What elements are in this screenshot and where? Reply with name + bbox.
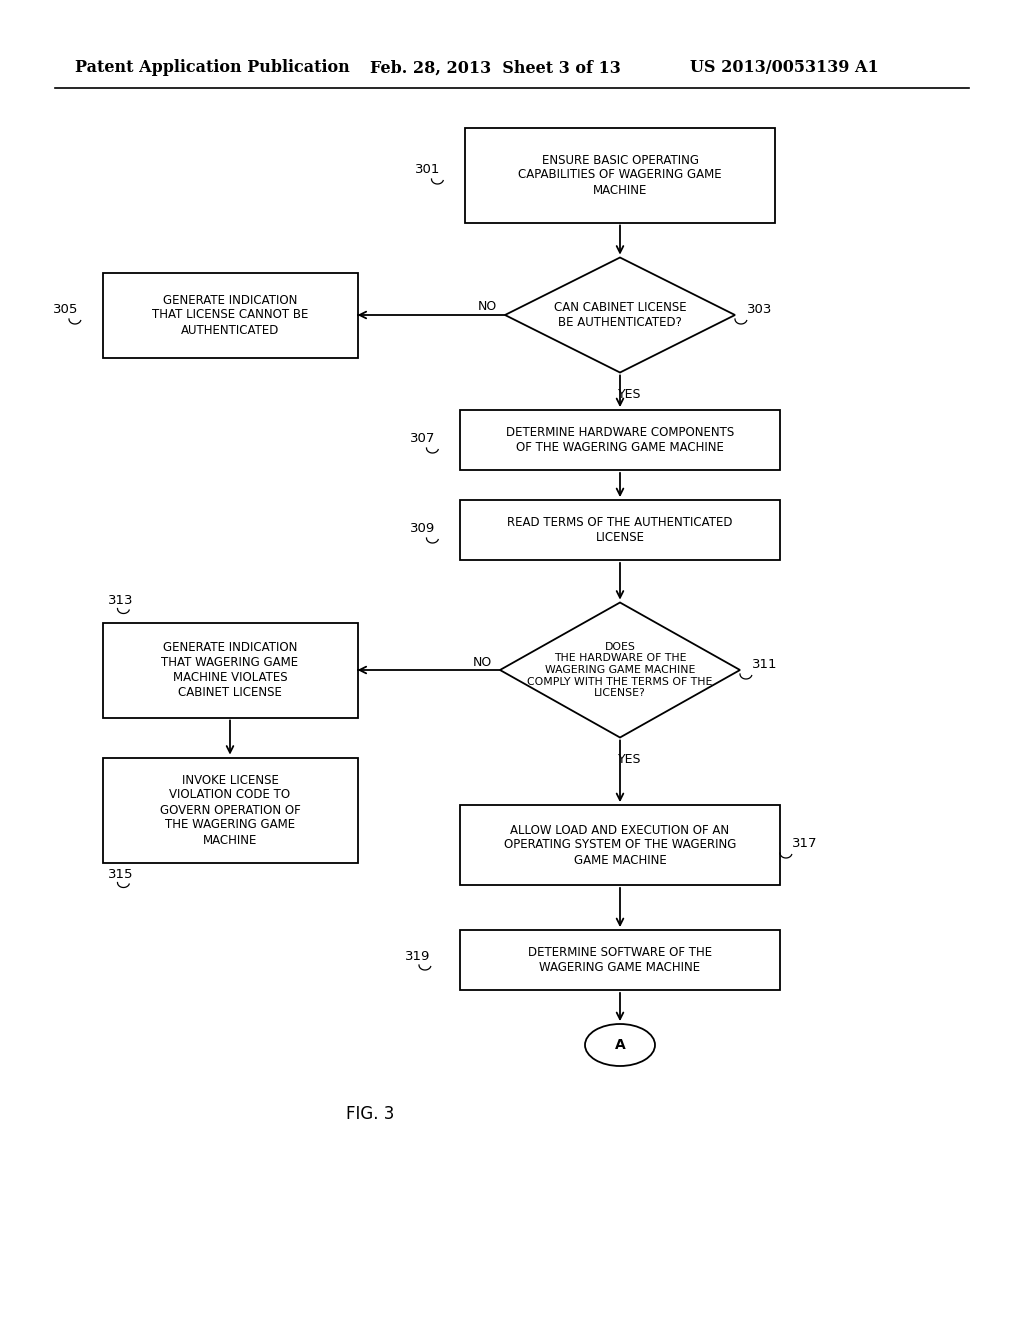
Polygon shape (500, 602, 740, 738)
Bar (102, 272, 357, 358)
Text: A: A (614, 1038, 626, 1052)
Text: 305: 305 (52, 304, 78, 315)
Bar (460, 931, 780, 990)
Text: Feb. 28, 2013  Sheet 3 of 13: Feb. 28, 2013 Sheet 3 of 13 (370, 59, 621, 77)
Text: DETERMINE HARDWARE COMPONENTS
OF THE WAGERING GAME MACHINE: DETERMINE HARDWARE COMPONENTS OF THE WAG… (506, 426, 734, 454)
Text: 301: 301 (415, 162, 440, 176)
Text: YES: YES (618, 752, 642, 766)
Text: 307: 307 (410, 432, 435, 445)
Text: NO: NO (473, 656, 492, 668)
Text: 303: 303 (746, 304, 772, 315)
Bar (460, 411, 780, 470)
Text: FIG. 3: FIG. 3 (346, 1105, 394, 1123)
Polygon shape (505, 257, 735, 372)
Text: READ TERMS OF THE AUTHENTICATED
LICENSE: READ TERMS OF THE AUTHENTICATED LICENSE (507, 516, 733, 544)
Text: NO: NO (478, 301, 497, 314)
Text: ENSURE BASIC OPERATING
CAPABILITIES OF WAGERING GAME
MACHINE: ENSURE BASIC OPERATING CAPABILITIES OF W… (518, 153, 722, 197)
Bar (460, 500, 780, 560)
Bar (460, 805, 780, 884)
Text: 317: 317 (792, 837, 817, 850)
Text: GENERATE INDICATION
THAT LICENSE CANNOT BE
AUTHENTICATED: GENERATE INDICATION THAT LICENSE CANNOT … (152, 293, 308, 337)
Text: INVOKE LICENSE
VIOLATION CODE TO
GOVERN OPERATION OF
THE WAGERING GAME
MACHINE: INVOKE LICENSE VIOLATION CODE TO GOVERN … (160, 774, 300, 846)
Text: ALLOW LOAD AND EXECUTION OF AN
OPERATING SYSTEM OF THE WAGERING
GAME MACHINE: ALLOW LOAD AND EXECUTION OF AN OPERATING… (504, 824, 736, 866)
Bar (102, 623, 357, 718)
Text: 309: 309 (410, 521, 435, 535)
Text: 319: 319 (406, 950, 430, 964)
Ellipse shape (585, 1024, 655, 1067)
Bar (102, 758, 357, 862)
Text: 313: 313 (108, 594, 133, 607)
Text: YES: YES (618, 388, 642, 401)
Text: 311: 311 (752, 657, 777, 671)
Bar (465, 128, 775, 223)
Text: GENERATE INDICATION
THAT WAGERING GAME
MACHINE VIOLATES
CABINET LICENSE: GENERATE INDICATION THAT WAGERING GAME M… (162, 642, 299, 700)
Text: US 2013/0053139 A1: US 2013/0053139 A1 (690, 59, 879, 77)
Text: 315: 315 (108, 867, 133, 880)
Text: Patent Application Publication: Patent Application Publication (75, 59, 350, 77)
Text: CAN CABINET LICENSE
BE AUTHENTICATED?: CAN CABINET LICENSE BE AUTHENTICATED? (554, 301, 686, 329)
Text: DETERMINE SOFTWARE OF THE
WAGERING GAME MACHINE: DETERMINE SOFTWARE OF THE WAGERING GAME … (528, 946, 712, 974)
Text: DOES
THE HARDWARE OF THE
WAGERING GAME MACHINE
COMPLY WITH THE TERMS OF THE
LICE: DOES THE HARDWARE OF THE WAGERING GAME M… (527, 642, 713, 698)
